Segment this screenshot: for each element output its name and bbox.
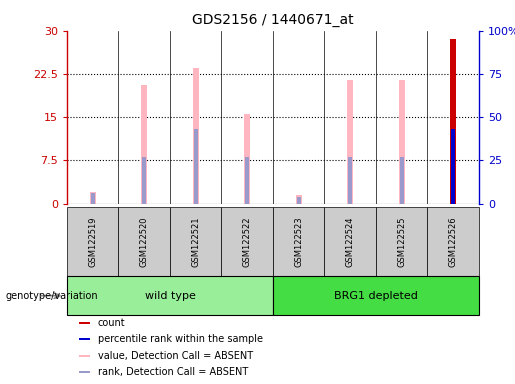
Bar bbox=[400, 157, 404, 204]
Bar bbox=[451, 129, 455, 204]
Bar bbox=[273, 276, 479, 315]
Text: count: count bbox=[98, 318, 126, 328]
Bar bbox=[170, 207, 221, 276]
Bar bbox=[347, 79, 353, 204]
Bar bbox=[118, 207, 170, 276]
Text: GSM122524: GSM122524 bbox=[346, 217, 355, 267]
Bar bbox=[194, 129, 198, 204]
Title: GDS2156 / 1440671_at: GDS2156 / 1440671_at bbox=[192, 13, 354, 27]
Bar bbox=[90, 192, 96, 204]
Bar bbox=[79, 371, 90, 373]
Bar bbox=[273, 207, 324, 276]
Bar bbox=[376, 207, 427, 276]
Bar bbox=[427, 207, 479, 276]
Bar bbox=[79, 338, 90, 340]
Text: genotype/variation: genotype/variation bbox=[5, 291, 98, 301]
Text: rank, Detection Call = ABSENT: rank, Detection Call = ABSENT bbox=[98, 367, 248, 377]
Bar bbox=[141, 85, 147, 204]
Text: GSM122521: GSM122521 bbox=[191, 217, 200, 267]
Bar bbox=[399, 79, 405, 204]
Text: GSM122519: GSM122519 bbox=[88, 217, 97, 267]
Bar bbox=[79, 355, 90, 357]
Bar bbox=[142, 157, 146, 204]
Bar bbox=[91, 193, 95, 204]
Bar bbox=[245, 157, 249, 204]
Bar bbox=[296, 195, 302, 204]
Text: GSM122520: GSM122520 bbox=[140, 217, 149, 267]
Text: wild type: wild type bbox=[145, 291, 195, 301]
Bar bbox=[324, 207, 376, 276]
Text: GSM122526: GSM122526 bbox=[449, 217, 458, 267]
Text: percentile rank within the sample: percentile rank within the sample bbox=[98, 334, 263, 344]
Text: GSM122523: GSM122523 bbox=[294, 217, 303, 267]
Bar bbox=[297, 197, 301, 204]
Bar bbox=[221, 207, 273, 276]
Text: GSM122522: GSM122522 bbox=[243, 217, 252, 267]
Bar bbox=[348, 157, 352, 204]
Text: GSM122525: GSM122525 bbox=[397, 217, 406, 267]
Text: BRG1 depleted: BRG1 depleted bbox=[334, 291, 418, 301]
Text: value, Detection Call = ABSENT: value, Detection Call = ABSENT bbox=[98, 351, 253, 361]
Bar bbox=[193, 68, 199, 204]
Bar bbox=[67, 207, 118, 276]
Bar bbox=[450, 39, 456, 204]
Bar bbox=[67, 276, 273, 315]
Bar bbox=[244, 114, 250, 204]
Bar bbox=[79, 322, 90, 324]
